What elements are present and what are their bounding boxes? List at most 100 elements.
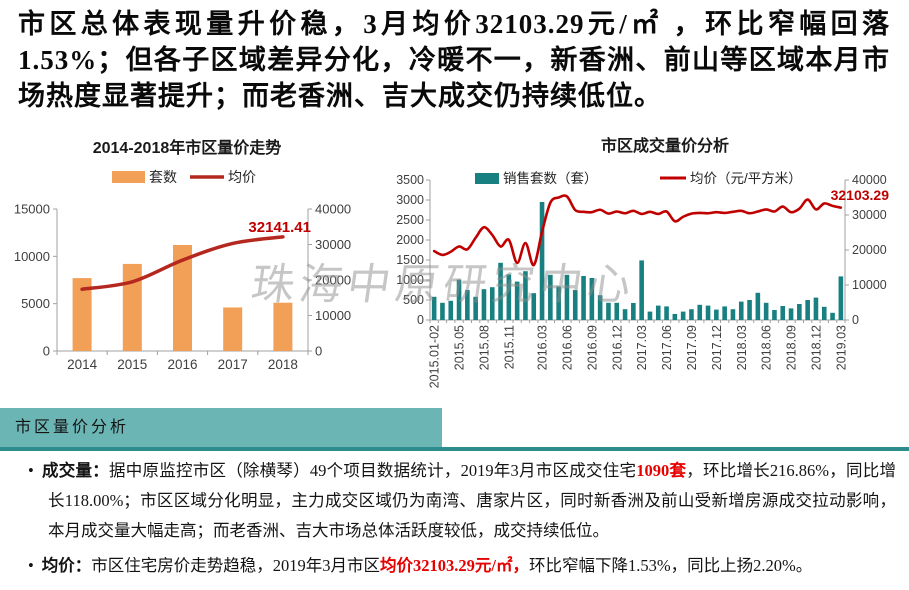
bar — [797, 304, 802, 320]
bullet-volume-text-1: 据中原监控市区（除横琴）49个项目数据统计，2019年3月市区成交住宅 — [109, 461, 637, 480]
right-tick-label: 0 — [852, 313, 859, 327]
bullet-marker: • — [28, 461, 34, 480]
bullet-price: • 均价：市区住宅房价走势趋稳，2019年3月市区均价32103.29元/㎡，环比… — [14, 551, 896, 581]
left-tick-label: 3500 — [396, 173, 424, 187]
x-tick-label: 2017.12 — [710, 325, 724, 370]
legend-bar-label: 销售套数（套） — [503, 171, 598, 186]
x-tick-label: 2017.06 — [660, 325, 674, 370]
left-tick-label: 5000 — [21, 296, 50, 311]
bar — [722, 306, 727, 320]
legend-bar-swatch — [112, 171, 145, 183]
right-tick-label: 40000 — [315, 202, 351, 217]
right-tick-label: 40000 — [852, 173, 887, 187]
bar — [755, 292, 761, 320]
bar — [465, 290, 470, 320]
x-tick-label: 2015.08 — [477, 325, 491, 370]
x-tick-label: 2018.12 — [809, 325, 823, 370]
x-tick-label: 2016.09 — [585, 325, 599, 370]
section-band-label: 市区量价分析 — [15, 419, 130, 436]
x-tick-label: 2014 — [67, 357, 98, 372]
bar — [581, 276, 586, 320]
bar — [830, 312, 835, 320]
bullet-price-label: 均价： — [41, 556, 92, 575]
left-tick-label: 1000 — [396, 273, 424, 287]
bar — [788, 308, 794, 320]
x-tick-label: 2015.05 — [453, 325, 467, 370]
bar — [440, 302, 445, 320]
x-tick-label: 2019.03 — [834, 325, 848, 370]
legend-line-label: 均价（元/平方米） — [690, 171, 802, 186]
left-tick-label: 3000 — [396, 193, 424, 207]
bar — [705, 305, 711, 320]
bar — [639, 260, 644, 320]
bar — [664, 306, 669, 320]
bullet-marker: • — [28, 556, 34, 575]
bar — [763, 302, 769, 320]
bar — [714, 309, 719, 320]
bar — [647, 311, 653, 320]
x-tick-label: 2017.03 — [635, 325, 649, 370]
bullet-volume-label: 成交量： — [41, 461, 109, 480]
bar — [72, 278, 92, 351]
legend-bar-swatch — [475, 173, 499, 184]
right-tick-label: 10000 — [315, 308, 351, 323]
bar — [556, 286, 561, 320]
x-tick-label: 2015.11 — [502, 325, 516, 369]
bar — [514, 281, 520, 320]
right-tick-label: 20000 — [852, 243, 887, 257]
chart-title: 2014-2018年市区量价走势 — [93, 138, 282, 157]
bar — [655, 305, 661, 320]
bar — [448, 300, 454, 320]
price-data-label: 32103.29 — [831, 187, 890, 203]
bullet-price-highlight: 均价32103.29元/㎡， — [380, 556, 529, 575]
bar — [672, 314, 678, 320]
bar — [223, 307, 243, 351]
bar — [564, 274, 570, 320]
x-tick-label: 2015.01-02 — [428, 325, 442, 388]
bar — [531, 293, 537, 320]
price-data-label: 32141.41 — [248, 219, 311, 236]
section-band: 市区量价分析 — [0, 408, 442, 447]
x-tick-label: 2018 — [268, 357, 298, 372]
bar — [606, 302, 611, 320]
right-tick-label: 10000 — [852, 278, 887, 292]
x-tick-label: 2016.06 — [560, 325, 574, 370]
x-tick-label: 2017 — [218, 357, 248, 372]
right-tick-label: 30000 — [852, 208, 887, 222]
bar — [813, 297, 819, 320]
left-tick-label: 2500 — [396, 213, 424, 227]
bar — [572, 290, 578, 320]
bar — [122, 263, 142, 351]
left-tick-label: 10000 — [14, 249, 50, 264]
bar — [481, 289, 487, 320]
bar — [489, 287, 495, 320]
left-tick-label: 2000 — [396, 233, 424, 247]
price-line — [432, 194, 843, 267]
bar — [506, 274, 512, 320]
bullet-price-text-1: 市区住宅房价走势趋稳，2019年3月市区 — [91, 556, 381, 575]
bar — [838, 276, 844, 320]
left-tick-label: 500 — [403, 293, 424, 307]
bar — [738, 301, 744, 320]
x-tick-label: 2016.03 — [536, 325, 550, 370]
left-tick-label: 0 — [417, 313, 424, 327]
bar — [173, 244, 192, 351]
bar — [730, 309, 736, 320]
x-tick-label: 2017.09 — [685, 325, 699, 370]
bar — [473, 296, 478, 320]
bar — [498, 262, 503, 320]
right-tick-label: 0 — [315, 344, 322, 359]
bar — [631, 303, 636, 320]
x-tick-label: 2016 — [167, 357, 197, 372]
bar — [772, 310, 777, 320]
bullet-volume-text-2: ，环比增长216.86%，同比增长118.00%；市区区域分化明显，主力成交区域… — [48, 461, 897, 540]
bar — [680, 311, 686, 320]
left-tick-label: 15000 — [14, 202, 50, 217]
bar — [689, 309, 694, 320]
bar — [697, 304, 703, 320]
bullet-price-text-2: 环比窄幅下降1.53%，同比上扬2.20%。 — [529, 556, 813, 575]
x-tick-label: 2015 — [117, 357, 147, 372]
